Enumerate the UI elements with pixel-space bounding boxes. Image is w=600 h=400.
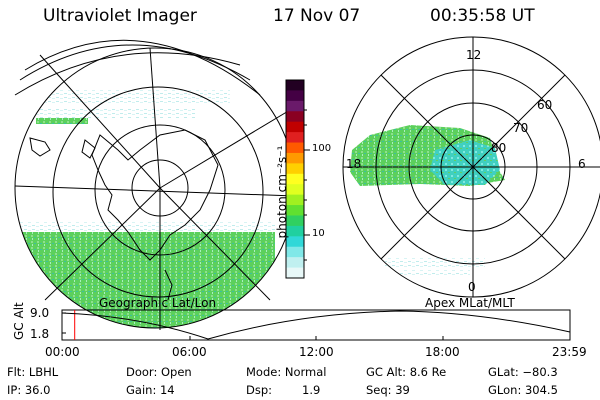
right-panel-caption: Apex MLat/MLT	[425, 296, 515, 310]
mlt-label-6: 6	[578, 157, 586, 171]
colorbar-segment	[286, 132, 304, 144]
altitude-xtick: 00:00	[45, 345, 80, 359]
altitude-xtick: 12:00	[299, 345, 334, 359]
dsp-label: Dsp:	[246, 383, 273, 397]
colorbar-segment	[286, 267, 304, 279]
colorbar-segment	[286, 205, 304, 216]
coastline-island	[29, 137, 51, 157]
coastline-island	[81, 139, 96, 159]
colorbar-segment	[286, 215, 304, 227]
altitude-xtick: 23:59	[552, 345, 587, 359]
faint-aurora-band	[385, 258, 485, 268]
mlat-label-80: 80	[491, 141, 507, 155]
colorbar-segment	[286, 184, 304, 196]
colorbar-segment	[286, 152, 304, 164]
faint-aurora-band	[30, 90, 230, 104]
mode-info: Mode: Normal	[246, 365, 327, 379]
colorbar-segment	[286, 121, 304, 133]
aurora-oval-core	[430, 140, 500, 185]
faint-aurora-band	[35, 108, 195, 118]
app-title: Ultraviolet Imager	[43, 6, 197, 26]
colorbar-segment	[286, 80, 304, 91]
colorbar-segment	[286, 173, 304, 185]
glat-info: GLat: −80.3	[488, 365, 558, 379]
colorbar-tick-label: 10	[312, 228, 325, 239]
altitude-ytick: 9.0	[30, 306, 50, 320]
date-label: 17 Nov 07	[273, 6, 361, 26]
altitude-ylabel: GC Alt	[12, 302, 26, 340]
colorbar-segment	[286, 100, 304, 112]
door-info: Door: Open	[126, 365, 192, 379]
left-panel-caption: Geographic Lat/Lon	[99, 296, 217, 310]
colorbar-segment	[286, 163, 304, 175]
faint-aurora-band	[400, 270, 470, 276]
aurora-swath	[15, 222, 275, 328]
mlt-label-12: 12	[466, 48, 482, 62]
altitude-ytick: 1.8	[30, 327, 50, 341]
colorbar-segment	[286, 246, 304, 258]
mlt-label-18: 18	[346, 157, 362, 171]
coastline-fragment	[164, 269, 173, 301]
seq-info: Seq: 39	[366, 383, 410, 397]
colorbar-segment	[286, 225, 304, 237]
aurora-strip	[36, 118, 88, 124]
altitude-curve	[61, 310, 571, 340]
altitude-xtick: 06:00	[172, 345, 207, 359]
geographic-map	[14, 39, 296, 330]
ip-info: IP: 36.0	[7, 383, 51, 397]
colorbar-segment	[286, 257, 304, 269]
gc-alt-info: GC Alt: 8.6 Re	[366, 365, 447, 379]
colorbar-tick-label: 100	[312, 143, 332, 154]
colorbar-segment	[286, 194, 304, 206]
gain-info: Gain: 14	[126, 383, 175, 397]
colorbar-unit-label: photon cm⁻²s⁻¹	[275, 145, 289, 239]
colorbar-frame	[285, 79, 305, 279]
dsp-value: 1.9	[302, 383, 321, 397]
altitude-xtick: 18:00	[425, 345, 460, 359]
colorbar-segment	[286, 111, 304, 123]
colorbar-segment	[286, 142, 304, 154]
apex-polar-plot	[342, 36, 600, 298]
colorbar-segment	[286, 90, 304, 102]
mlat-label-70: 70	[513, 121, 529, 135]
filter-info: Flt: LBHL	[7, 365, 59, 379]
mlt-label-0: 0	[468, 280, 476, 294]
coastline	[91, 129, 219, 261]
colorbar	[286, 80, 304, 279]
glon-info: GLon: 304.5	[488, 383, 558, 397]
colorbar-segment	[286, 236, 304, 248]
aurora-swath-edge	[15, 222, 275, 232]
mlat-label-60: 60	[537, 98, 553, 112]
time-label: 00:35:58 UT	[430, 6, 535, 26]
altitude-plot	[61, 309, 571, 341]
